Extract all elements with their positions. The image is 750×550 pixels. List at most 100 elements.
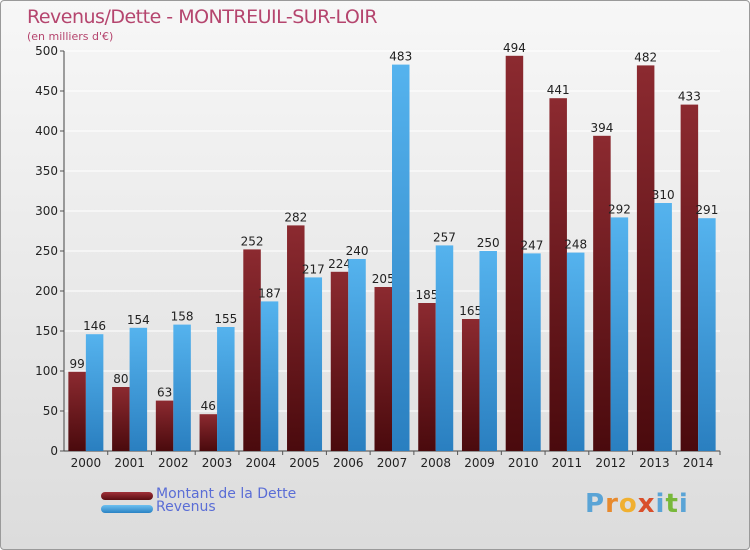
logo-letter: x [637, 489, 656, 519]
y-tick-label: 450 [35, 84, 58, 98]
y-tick-label: 100 [35, 364, 58, 378]
data-label-revenus: 250 [477, 236, 500, 250]
bar-revenus [85, 334, 104, 451]
bar-revenus [654, 203, 672, 451]
data-label-dette: 282 [284, 210, 307, 224]
x-tick-label: 2008 [420, 456, 451, 470]
bar-revenus [348, 259, 366, 451]
legend-swatch-revenus [101, 505, 153, 513]
y-tick-label: 200 [35, 284, 58, 298]
bar-revenus [698, 218, 716, 451]
x-tick-label: 2013 [639, 456, 670, 470]
bar-dette [68, 371, 86, 451]
x-tick-label: 2010 [508, 456, 539, 470]
y-tick-label: 150 [35, 324, 58, 338]
legend-label-revenus: Revenus [156, 499, 216, 515]
data-label-revenus: 483 [389, 50, 412, 64]
x-tick-label: 2009 [464, 456, 495, 470]
data-label-dette: 99 [69, 357, 84, 371]
bar-dette [374, 287, 392, 451]
logo-letter: P [585, 489, 606, 519]
data-label-revenus: 291 [695, 203, 718, 217]
data-label-revenus: 310 [652, 188, 675, 202]
bar-dette [155, 400, 174, 451]
bar-dette [636, 65, 655, 452]
proxiti-logo: Proxiti [585, 489, 689, 519]
data-label-revenus: 158 [171, 310, 194, 324]
data-label-dette: 441 [547, 83, 570, 97]
bar-revenus [610, 217, 629, 451]
data-label-dette: 494 [503, 41, 526, 55]
bar-revenus [479, 251, 497, 451]
x-tick-label: 2011 [552, 456, 583, 470]
bar-revenus [392, 64, 410, 451]
x-tick-label: 2004 [246, 456, 277, 470]
y-tick-label: 500 [35, 44, 58, 58]
x-tick-label: 2007 [377, 456, 408, 470]
bar-dette [680, 104, 699, 451]
logo-letter: i [678, 489, 689, 519]
x-tick-label: 2014 [683, 456, 714, 470]
bar-revenus [173, 324, 191, 451]
logo-letter: r [605, 489, 619, 519]
data-label-revenus: 247 [520, 238, 543, 252]
bar-revenus [129, 327, 148, 451]
bar-dette [593, 135, 611, 452]
y-tick-label: 300 [35, 204, 58, 218]
bar-revenus [304, 277, 323, 451]
y-tick-label: 50 [43, 404, 58, 418]
data-label-revenus: 154 [127, 313, 150, 327]
chart-title: Revenus/Dette - MONTREUIL-SUR-LOIR [27, 6, 378, 28]
data-label-revenus: 257 [433, 230, 456, 244]
bar-revenus [566, 252, 585, 451]
data-label-revenus: 240 [346, 244, 369, 258]
y-tick-label: 350 [35, 164, 58, 178]
data-label-dette: 185 [416, 288, 439, 302]
data-label-revenus: 155 [214, 312, 237, 326]
data-label-dette: 433 [678, 90, 701, 104]
data-label-revenus: 292 [608, 202, 631, 216]
bar-dette [418, 303, 436, 451]
bar-revenus [523, 253, 541, 451]
y-tick-label: 250 [35, 244, 58, 258]
legend-swatch-dette [101, 492, 153, 500]
bar-dette [243, 249, 261, 451]
x-tick-label: 2003 [202, 456, 233, 470]
data-label-dette: 252 [241, 234, 264, 248]
logo-letter: i [655, 489, 666, 519]
data-label-revenus: 217 [302, 262, 325, 276]
data-label-dette: 63 [157, 386, 172, 400]
bar-dette [112, 387, 130, 451]
y-tick-label: 400 [35, 124, 58, 138]
data-label-revenus: 146 [83, 319, 106, 333]
x-tick-label: 2001 [114, 456, 145, 470]
data-label-revenus: 248 [564, 238, 587, 252]
y-tick-label: 0 [50, 444, 58, 458]
bar-dette [461, 319, 480, 451]
logo-letter: o [618, 489, 638, 519]
legend-label-dette: Montant de la Dette [156, 486, 297, 502]
bar-revenus [435, 245, 454, 451]
bar-dette [287, 225, 305, 451]
logo-letter: t [665, 489, 679, 519]
data-label-dette: 165 [459, 304, 482, 318]
chart-subtitle: (en milliers d'€) [27, 30, 114, 43]
data-label-dette: 482 [634, 50, 657, 64]
data-label-dette: 46 [201, 399, 216, 413]
data-label-dette: 394 [590, 121, 613, 135]
bar-dette [330, 271, 349, 451]
data-label-dette: 80 [113, 372, 128, 386]
x-tick-label: 2000 [71, 456, 102, 470]
bar-dette [549, 98, 567, 451]
bar-revenus [217, 327, 235, 451]
bar-dette [505, 55, 524, 452]
data-label-dette: 205 [372, 272, 395, 286]
bar-revenus [260, 301, 279, 451]
data-label-revenus: 187 [258, 286, 281, 300]
x-tick-label: 2002 [158, 456, 189, 470]
x-tick-label: 2012 [595, 456, 626, 470]
x-tick-label: 2006 [333, 456, 364, 470]
x-tick-label: 2005 [289, 456, 320, 470]
